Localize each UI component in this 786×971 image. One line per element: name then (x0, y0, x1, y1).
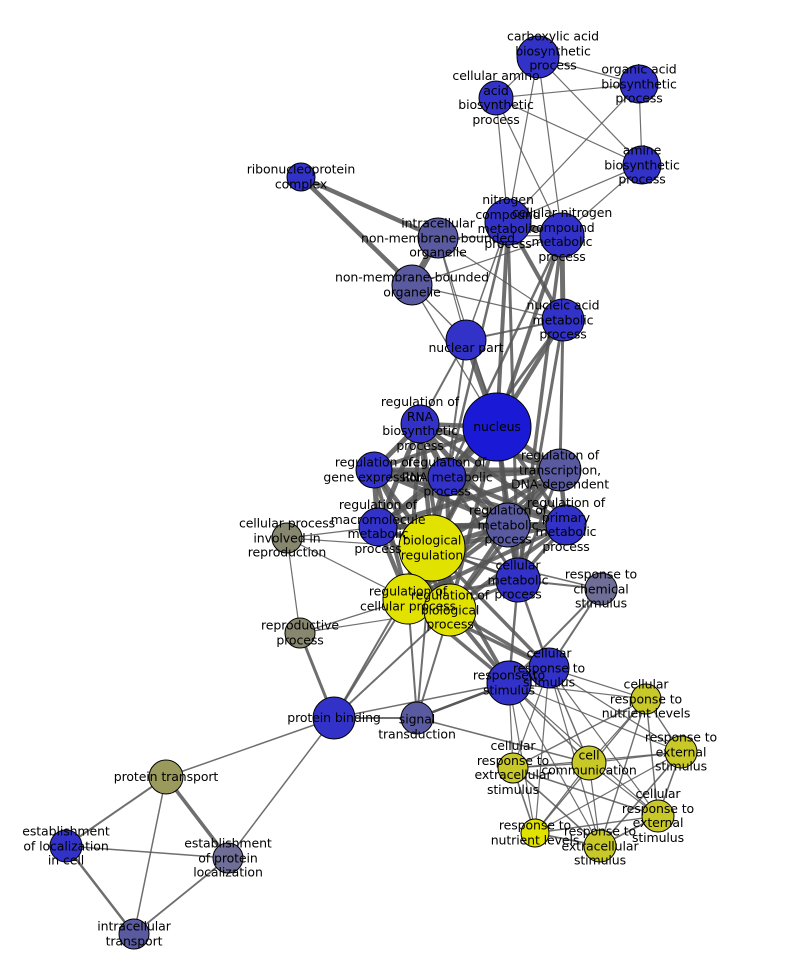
network-node-regulation-of-rna-metabolic-process[interactable] (427, 457, 467, 497)
network-edge (548, 667, 659, 817)
network-edge (437, 237, 564, 321)
network-node-response-to-external-stimulus[interactable] (664, 735, 698, 769)
network-edge (508, 682, 682, 753)
network-node-cellular-process-involved-in-reproduction[interactable] (271, 522, 303, 554)
network-node-protein-binding[interactable] (312, 696, 356, 740)
network-edge (446, 339, 467, 478)
network-edge (495, 97, 563, 236)
network-edge (495, 97, 643, 166)
network-node-organic-acid-biosynthetic-process[interactable] (619, 64, 659, 104)
network-edge (416, 717, 590, 764)
network-edge (548, 667, 682, 753)
network-edge (372, 468, 568, 527)
network-edge (537, 56, 563, 236)
network-node-nitrogen-compound-metabolic-process[interactable] (484, 198, 532, 246)
network-node-establishment-of-localization-in-cell[interactable] (49, 829, 83, 863)
network-node-cellular-nitrogen-compound-metabolic-process[interactable] (539, 212, 585, 258)
network-edge (507, 83, 640, 223)
network-edge (537, 56, 643, 166)
network-node-regulation-of-primary-metabolic-process[interactable] (545, 504, 587, 546)
network-edge (558, 318, 565, 472)
edge-layer (64, 56, 682, 936)
network-node-cellular-response-to-external-stimulus[interactable] (641, 799, 675, 833)
network-node-response-to-chemical-stimulus[interactable] (584, 572, 618, 606)
network-edge (645, 698, 659, 817)
network-edge (133, 776, 167, 935)
network-edge (227, 717, 335, 859)
network-edge (65, 845, 229, 859)
network-edge (298, 174, 415, 288)
network-node-cellular-amino-acid-biosynthetic-process[interactable] (478, 80, 514, 116)
network-node-regulation-of-gene-expression[interactable] (355, 451, 393, 489)
network-edge (599, 751, 682, 847)
network-node-intracellular-non-membrane-bounded-organelle[interactable] (417, 217, 459, 259)
network-edge (298, 174, 441, 241)
network-node-amine-biosynthetic-process[interactable] (622, 145, 662, 185)
network-edge (512, 698, 647, 769)
network-node-carboxylic-acid-biosynthetic-process[interactable] (516, 35, 560, 79)
network-node-establishment-of-protein-localization[interactable] (212, 842, 244, 874)
network-edge (165, 717, 335, 778)
network-edge (64, 844, 136, 936)
network-edge (599, 698, 647, 847)
network-node-nucleic-acid-metabolic-process[interactable] (541, 298, 585, 342)
network-node-regulation-of-biological-process[interactable] (423, 583, 477, 637)
network-edge (411, 234, 563, 286)
network-node-signal-transduction[interactable] (400, 701, 434, 735)
network-edge (534, 751, 682, 834)
network-edge (507, 164, 643, 223)
network-edge (508, 682, 647, 700)
network-node-regulation-of-rna-biosynthetic-process[interactable] (400, 404, 440, 444)
network-node-biological-regulation[interactable] (398, 514, 466, 582)
network-edge (534, 815, 659, 834)
network-node-nuclear-part[interactable] (445, 319, 487, 361)
network-edge (507, 56, 539, 223)
network-edge (495, 83, 640, 99)
network-node-nucleus[interactable] (462, 392, 532, 462)
network-node-reproductive-process[interactable] (284, 617, 316, 649)
network-edge (512, 767, 601, 847)
network-node-regulation-of-macromolecule-metabolic-process[interactable] (358, 507, 398, 547)
network-edge (371, 467, 511, 528)
network-node-protein-transport[interactable] (148, 759, 184, 795)
network-node-non-membrane-bounded-organelle[interactable] (391, 264, 433, 306)
network-edge (65, 776, 167, 847)
network-node-response-to-extracellular-stimulus[interactable] (583, 829, 617, 863)
network-edge (333, 682, 510, 719)
network-node-ribonucleoprotein-complex[interactable] (286, 162, 316, 192)
network-node-cell-communication[interactable] (571, 745, 607, 781)
network-node-cellular-response-to-extracellular-stimulus[interactable] (497, 752, 529, 784)
network-node-regulation-of-metabolic-process[interactable] (485, 502, 531, 548)
network-node-cellular-response-to-stimulus[interactable] (528, 647, 570, 689)
network-node-cellular-response-to-nutrient-levels[interactable] (630, 683, 662, 715)
network-edge (286, 537, 301, 634)
network-node-regulation-of-transcription-dna-dependent[interactable] (538, 448, 582, 492)
network-node-response-to-nutrient-levels[interactable] (520, 818, 550, 848)
network-edge (512, 767, 659, 817)
network-node-cellular-metabolic-process[interactable] (495, 557, 541, 603)
network-node-response-to-stimulus[interactable] (486, 660, 532, 706)
network-node-intracellular-transport[interactable] (118, 918, 150, 950)
node-layer (49, 35, 698, 950)
network-edge (133, 857, 229, 935)
